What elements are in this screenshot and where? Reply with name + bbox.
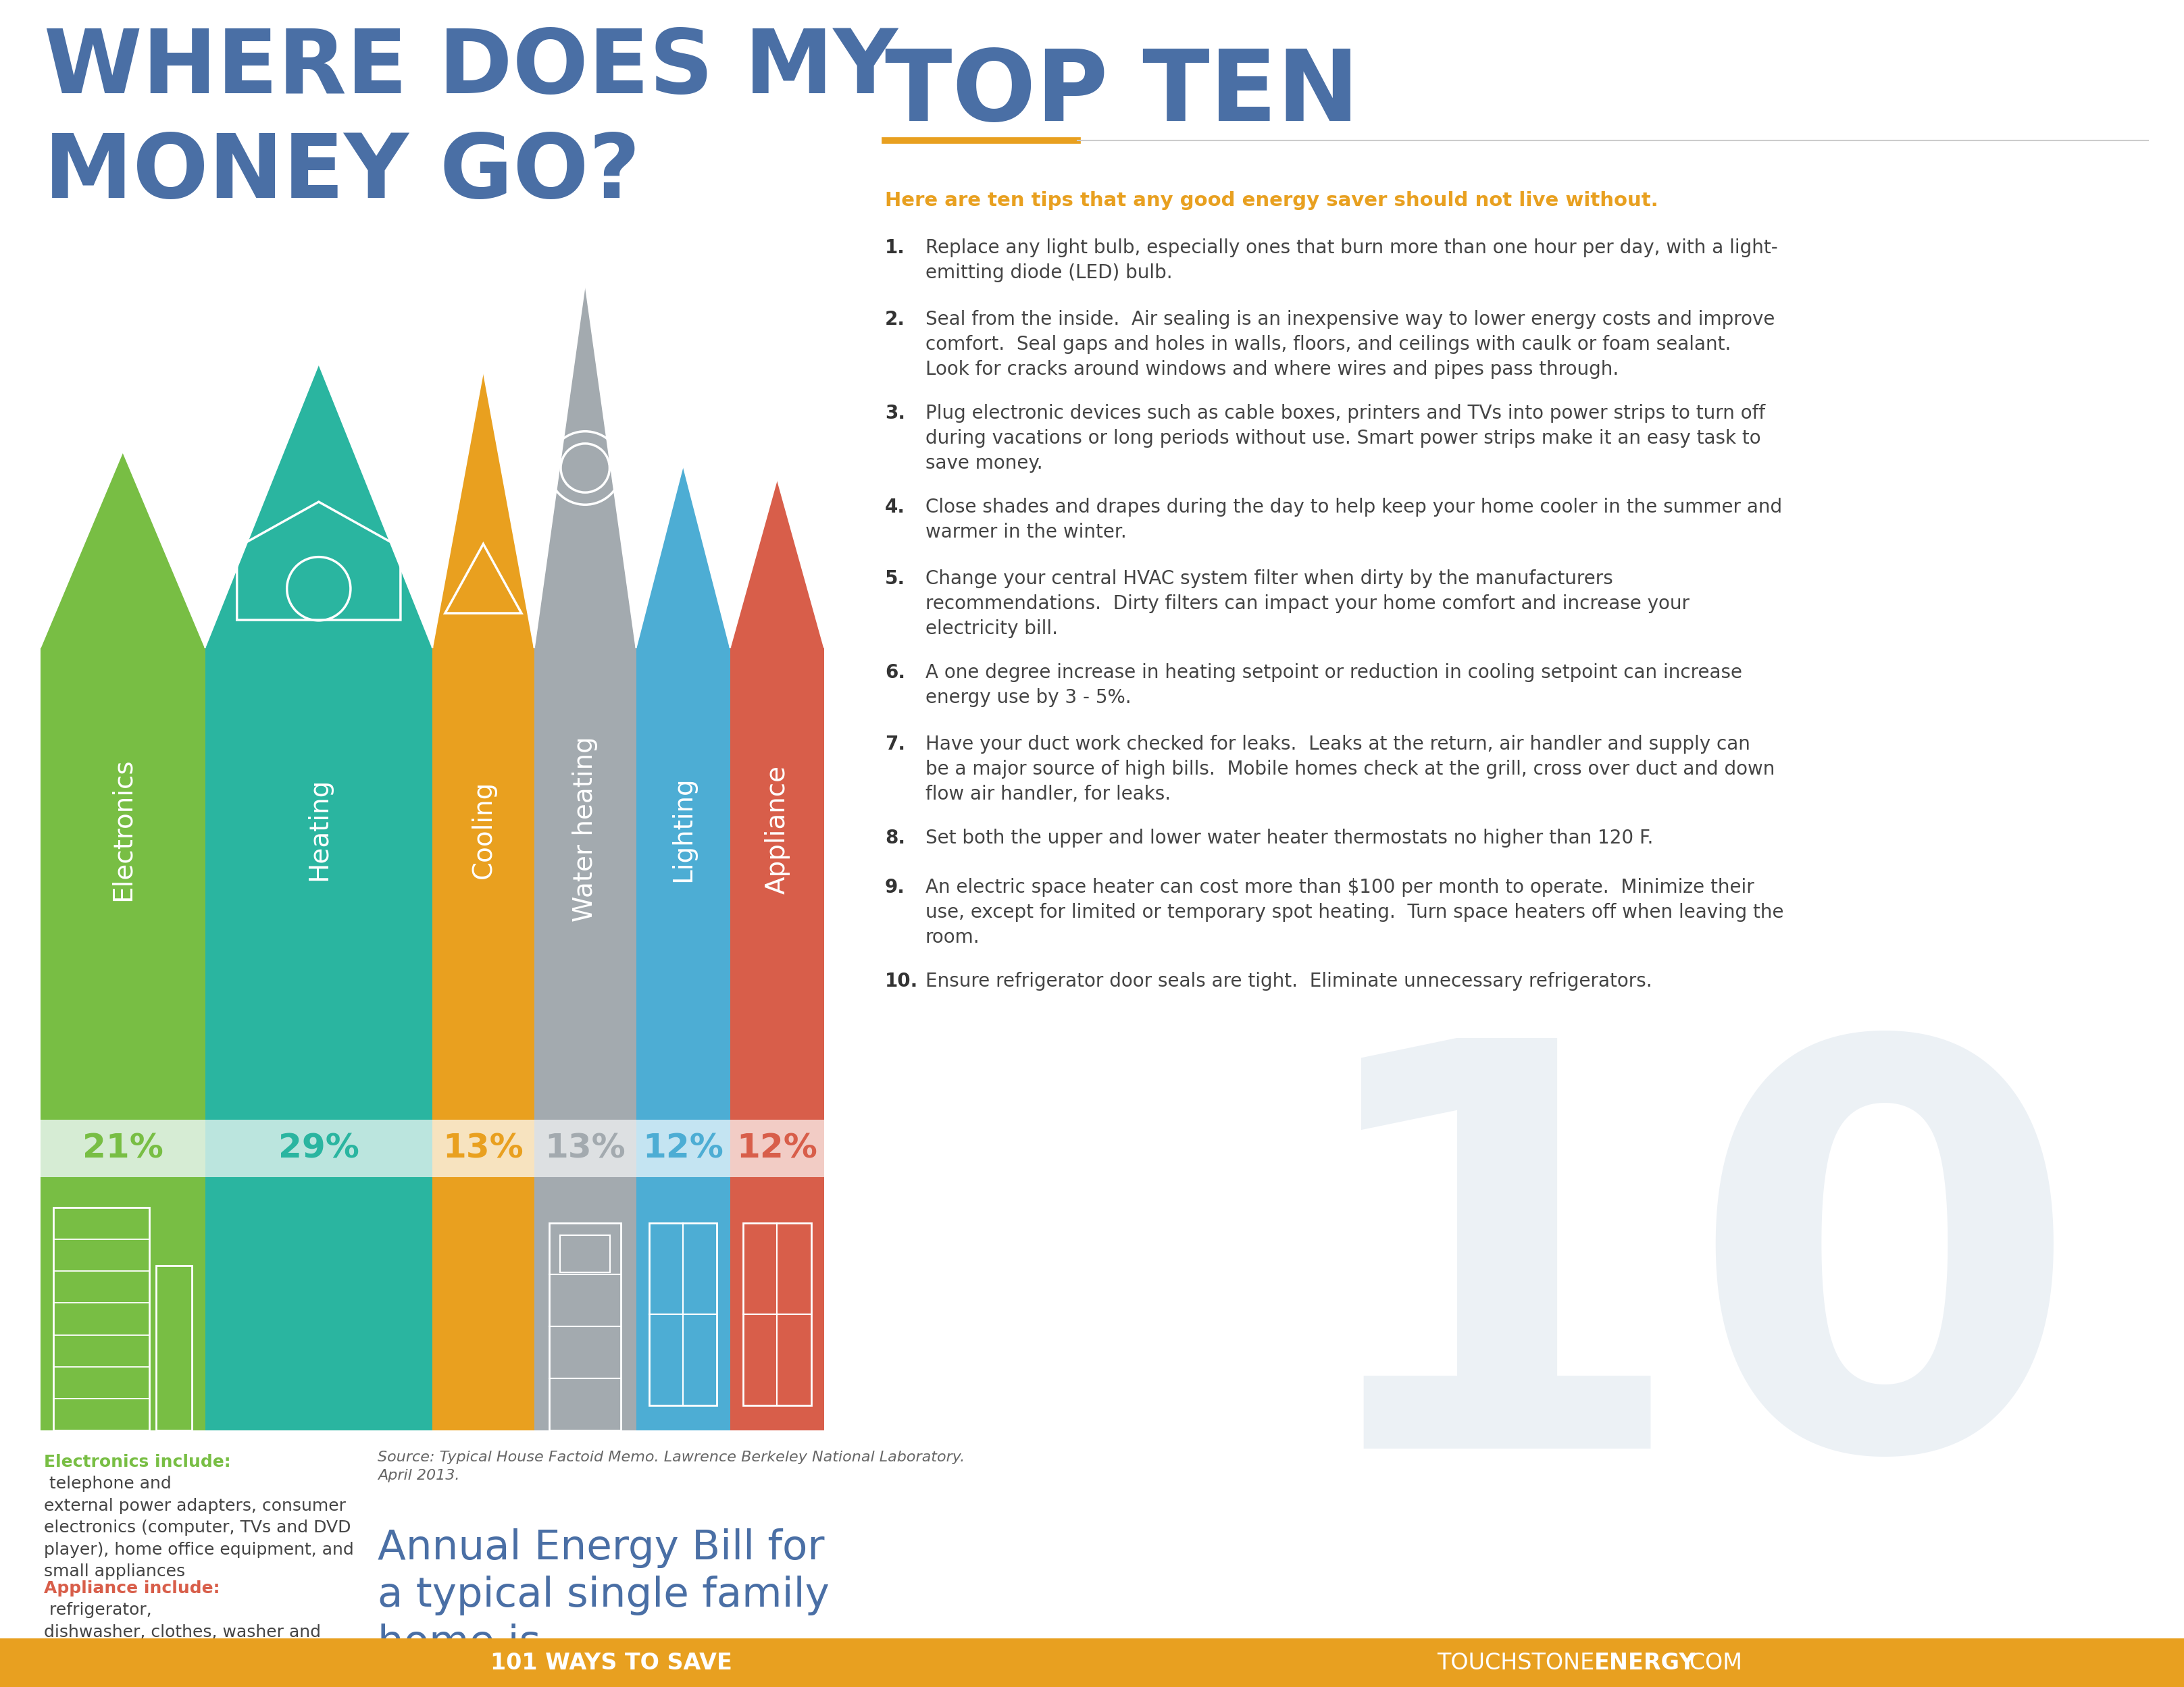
Text: Electronics include:: Electronics include: [44, 1454, 232, 1469]
Text: An electric space heater can cost more than $100 per month to operate.  Minimize: An electric space heater can cost more t… [926, 877, 1784, 946]
Bar [432, 1120, 535, 1178]
Text: telephone and
external power adapters, consumer
electronics (computer, TVs and D: telephone and external power adapters, c… [44, 1476, 354, 1579]
Polygon shape [636, 464, 729, 648]
Text: Seal from the inside.  Air sealing is an inexpensive way to lower energy costs a: Seal from the inside. Air sealing is an … [926, 310, 1776, 378]
Bar [41, 1120, 205, 1178]
Text: Appliance: Appliance [764, 764, 791, 894]
Bar [535, 648, 636, 1431]
Text: 3.: 3. [885, 403, 904, 423]
Bar [729, 648, 823, 1431]
Text: Close shades and drapes during the day to help keep your home cooler in the summ: Close shades and drapes during the day t… [926, 498, 1782, 542]
Text: Appliance include:: Appliance include: [44, 1581, 221, 1596]
Text: Have your duct work checked for leaks.  Leaks at the return, air handler and sup: Have your duct work checked for leaks. L… [926, 736, 1776, 803]
Text: Water heating: Water heating [572, 737, 598, 923]
Text: 4.: 4. [885, 498, 904, 516]
Polygon shape [41, 450, 205, 648]
Bar [0, 1638, 2184, 1687]
Text: MONEY GO?: MONEY GO? [44, 130, 640, 216]
Text: 1.: 1. [885, 238, 904, 258]
Text: WHERE DOES MY: WHERE DOES MY [44, 25, 898, 111]
Text: 12%: 12% [736, 1132, 817, 1164]
Bar [55, 1208, 149, 1431]
Text: 13%: 13% [443, 1132, 524, 1164]
Text: $2,060: $2,060 [378, 1663, 603, 1687]
Text: Here are ten tips that any good energy saver should not live without.: Here are ten tips that any good energy s… [885, 191, 1658, 209]
Text: Plug electronic devices such as cable boxes, printers and TVs into power strips : Plug electronic devices such as cable bo… [926, 403, 1765, 472]
Bar [205, 1120, 432, 1178]
Text: refrigerator,
dishwasher, clothes, washer and
dryer: refrigerator, dishwasher, clothes, washe… [44, 1603, 321, 1662]
Text: 13%: 13% [544, 1132, 625, 1164]
Bar [649, 1223, 716, 1405]
Bar [743, 1223, 810, 1405]
Polygon shape [205, 363, 432, 648]
Text: A one degree increase in heating setpoint or reduction in cooling setpoint can i: A one degree increase in heating setpoin… [926, 663, 1743, 707]
Text: .COM: .COM [1682, 1652, 1743, 1674]
Polygon shape [535, 282, 636, 648]
Bar [432, 648, 535, 1431]
Polygon shape [729, 477, 823, 648]
Text: Annual Energy Bill for
a typical single family
home is: Annual Energy Bill for a typical single … [378, 1528, 830, 1663]
Text: 9.: 9. [885, 877, 904, 897]
Text: Heating: Heating [306, 778, 332, 881]
Bar [636, 1120, 729, 1178]
Text: ENERGY: ENERGY [1594, 1652, 1697, 1674]
Text: 5.: 5. [885, 569, 906, 589]
Text: 10.: 10. [885, 972, 917, 990]
Text: Replace any light bulb, especially ones that burn more than one hour per day, wi: Replace any light bulb, especially ones … [926, 238, 1778, 282]
Bar [205, 648, 432, 1431]
Text: 101 WAYS TO SAVE: 101 WAYS TO SAVE [491, 1652, 732, 1674]
Text: 29%: 29% [277, 1132, 358, 1164]
Text: Cooling: Cooling [470, 781, 496, 879]
Text: Lighting: Lighting [670, 776, 697, 882]
Text: Source: Typical House Factoid Memo. Lawrence Berkeley National Laboratory.
April: Source: Typical House Factoid Memo. Lawr… [378, 1451, 965, 1483]
Bar [729, 1120, 823, 1178]
Text: 6.: 6. [885, 663, 904, 682]
Polygon shape [432, 369, 535, 648]
Bar [535, 1120, 636, 1178]
Text: 10: 10 [1297, 1021, 2081, 1566]
Bar [559, 1235, 609, 1272]
Text: TOUCHSTONE: TOUCHSTONE [1437, 1652, 1594, 1674]
Bar [41, 648, 205, 1431]
Text: TOP TEN: TOP TEN [885, 46, 1358, 142]
Text: 12%: 12% [642, 1132, 723, 1164]
Bar [636, 648, 729, 1431]
Bar [155, 1265, 192, 1431]
Text: Change your central HVAC system filter when dirty by the manufacturers
recommend: Change your central HVAC system filter w… [926, 569, 1690, 638]
Text: Set both the upper and lower water heater thermostats no higher than 120 F.: Set both the upper and lower water heate… [926, 828, 1653, 847]
Text: 8.: 8. [885, 828, 904, 847]
Text: 7.: 7. [885, 736, 904, 754]
Text: 21%: 21% [83, 1132, 164, 1164]
Text: 2.: 2. [885, 310, 904, 329]
Bar [550, 1223, 620, 1431]
Text: Electronics: Electronics [109, 757, 135, 901]
Text: Ensure refrigerator door seals are tight.  Eliminate unnecessary refrigerators.: Ensure refrigerator door seals are tight… [926, 972, 1651, 990]
